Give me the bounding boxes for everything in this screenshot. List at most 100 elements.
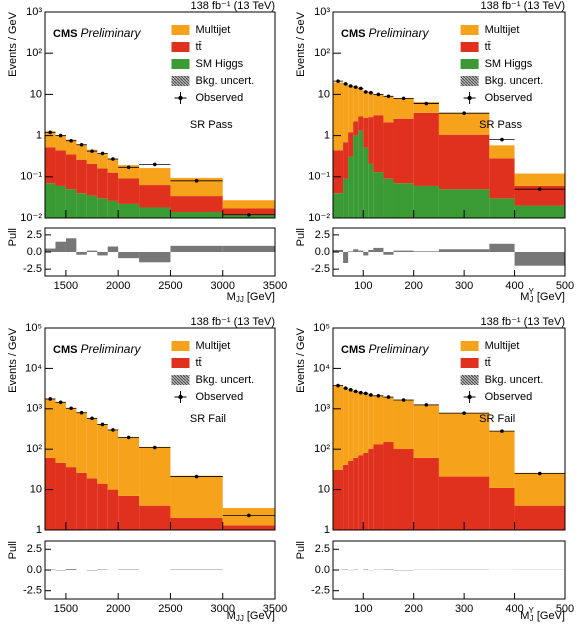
observed-point bbox=[348, 84, 353, 88]
histogram-bar bbox=[55, 402, 66, 463]
histogram-bar bbox=[393, 400, 414, 450]
lumi-label: 138 fb⁻¹ (13 TeV) bbox=[191, 0, 275, 12]
histogram-bar bbox=[118, 437, 140, 496]
histogram-bar bbox=[368, 449, 374, 530]
histogram-bar bbox=[348, 156, 354, 218]
legend-swatch bbox=[171, 25, 190, 35]
pull-y-tick-label: 2.5 bbox=[27, 543, 42, 555]
histogram-bar bbox=[393, 183, 414, 218]
legend-label: SM Higgs bbox=[485, 58, 533, 70]
histogram-bar bbox=[343, 388, 349, 465]
y-tick-label: 10⁻² bbox=[20, 212, 42, 224]
x-label-sub: J bbox=[529, 614, 533, 623]
pull-area bbox=[45, 569, 223, 571]
legend-label: tt̄ bbox=[196, 41, 202, 53]
histogram-bar bbox=[86, 195, 98, 218]
histogram-bar bbox=[333, 150, 344, 194]
histogram-bar bbox=[393, 98, 414, 119]
histogram-bar bbox=[118, 178, 140, 204]
histogram-bar bbox=[97, 153, 108, 169]
y-tick-label: 10² bbox=[314, 443, 330, 455]
pull-bar bbox=[413, 251, 439, 252]
histogram-bar bbox=[393, 118, 414, 184]
histogram-bar bbox=[383, 397, 394, 442]
legend-label: Multijet bbox=[485, 340, 520, 352]
observed-point bbox=[386, 395, 391, 399]
histogram-bar bbox=[139, 505, 171, 530]
cms-label: CMS Preliminary bbox=[341, 26, 429, 40]
cms-label: CMS Preliminary bbox=[341, 342, 429, 356]
pull-y-tick-label: 0.0 bbox=[27, 564, 42, 576]
y-tick-label: 1 bbox=[324, 524, 330, 536]
histogram-bar bbox=[358, 455, 364, 530]
legend-marker bbox=[467, 95, 472, 101]
histogram-bar bbox=[514, 472, 565, 506]
observed-point bbox=[336, 79, 340, 83]
x-tick-label: 2000 bbox=[106, 603, 130, 615]
x-tick-label: 3000 bbox=[210, 603, 234, 615]
histogram-bar bbox=[65, 154, 77, 190]
x-tick-label: 500 bbox=[556, 280, 574, 292]
histogram-bar bbox=[373, 115, 384, 173]
histogram-bar bbox=[45, 183, 56, 218]
histogram-bar bbox=[514, 185, 565, 206]
histogram-bar bbox=[170, 475, 223, 518]
histogram-bar bbox=[76, 193, 87, 218]
histogram-bar bbox=[222, 200, 275, 209]
observed-point bbox=[462, 411, 466, 415]
x-tick-label: 2500 bbox=[158, 280, 182, 292]
histogram-bar bbox=[358, 130, 364, 218]
histogram-bar bbox=[45, 457, 56, 530]
histogram-bar bbox=[489, 487, 515, 530]
pull-bar bbox=[353, 249, 359, 252]
observed-point bbox=[424, 101, 429, 106]
pull-y-tick-label: 2.5 bbox=[315, 543, 330, 555]
x-tick-label: 2500 bbox=[158, 603, 182, 615]
x-tick-label: 100 bbox=[354, 280, 372, 292]
preliminary: Preliminary bbox=[80, 342, 141, 356]
legend-swatch bbox=[460, 25, 479, 35]
legend-swatch bbox=[460, 59, 479, 69]
x-label-symbol: M bbox=[520, 610, 529, 622]
legend-label: Multijet bbox=[485, 24, 520, 36]
histogram-bar bbox=[363, 393, 369, 453]
observed-point bbox=[401, 96, 406, 101]
x-label-unit: [GeV] bbox=[244, 291, 275, 303]
observed-point bbox=[194, 178, 199, 183]
histogram-bar bbox=[55, 185, 66, 218]
cms-label: CMS Preliminary bbox=[53, 342, 141, 356]
observed-point bbox=[111, 157, 115, 161]
histogram-bar bbox=[55, 150, 66, 186]
histogram-bar bbox=[353, 457, 359, 530]
legend-swatch bbox=[460, 341, 479, 351]
lumi-label: 138 fb⁻¹ (13 TeV) bbox=[481, 316, 565, 328]
histogram-bar bbox=[76, 159, 87, 194]
y-tick-label: 10⁵ bbox=[313, 322, 330, 334]
pull-y-tick-label: 0.0 bbox=[315, 564, 330, 576]
histogram-bar bbox=[343, 464, 349, 530]
legend-swatch bbox=[171, 358, 190, 368]
histogram-bar bbox=[118, 495, 140, 530]
preliminary: Preliminary bbox=[368, 26, 429, 40]
pull-bar bbox=[383, 252, 394, 255]
legend-label: Bkg. uncert. bbox=[485, 374, 544, 386]
pull-bar bbox=[107, 246, 119, 252]
observed-point bbox=[376, 92, 381, 97]
region-label: SR Fail bbox=[190, 413, 226, 425]
pull-bar bbox=[97, 252, 108, 256]
cms: CMS bbox=[341, 344, 365, 356]
plot-frame bbox=[332, 11, 566, 219]
histogram-bar bbox=[118, 203, 140, 218]
histogram-bar bbox=[514, 173, 565, 186]
observed-point bbox=[194, 474, 199, 479]
histogram-bar bbox=[489, 145, 515, 159]
x-tick-label: 200 bbox=[405, 603, 423, 615]
pull-bar bbox=[86, 250, 98, 252]
x-label-sub: JJ bbox=[236, 614, 244, 623]
histogram-bar bbox=[139, 446, 171, 506]
observed-point bbox=[90, 416, 94, 421]
legend-label: Observed bbox=[485, 92, 533, 104]
pull-bar bbox=[514, 252, 565, 266]
observed-point bbox=[358, 390, 363, 395]
histogram-bar bbox=[489, 158, 515, 199]
